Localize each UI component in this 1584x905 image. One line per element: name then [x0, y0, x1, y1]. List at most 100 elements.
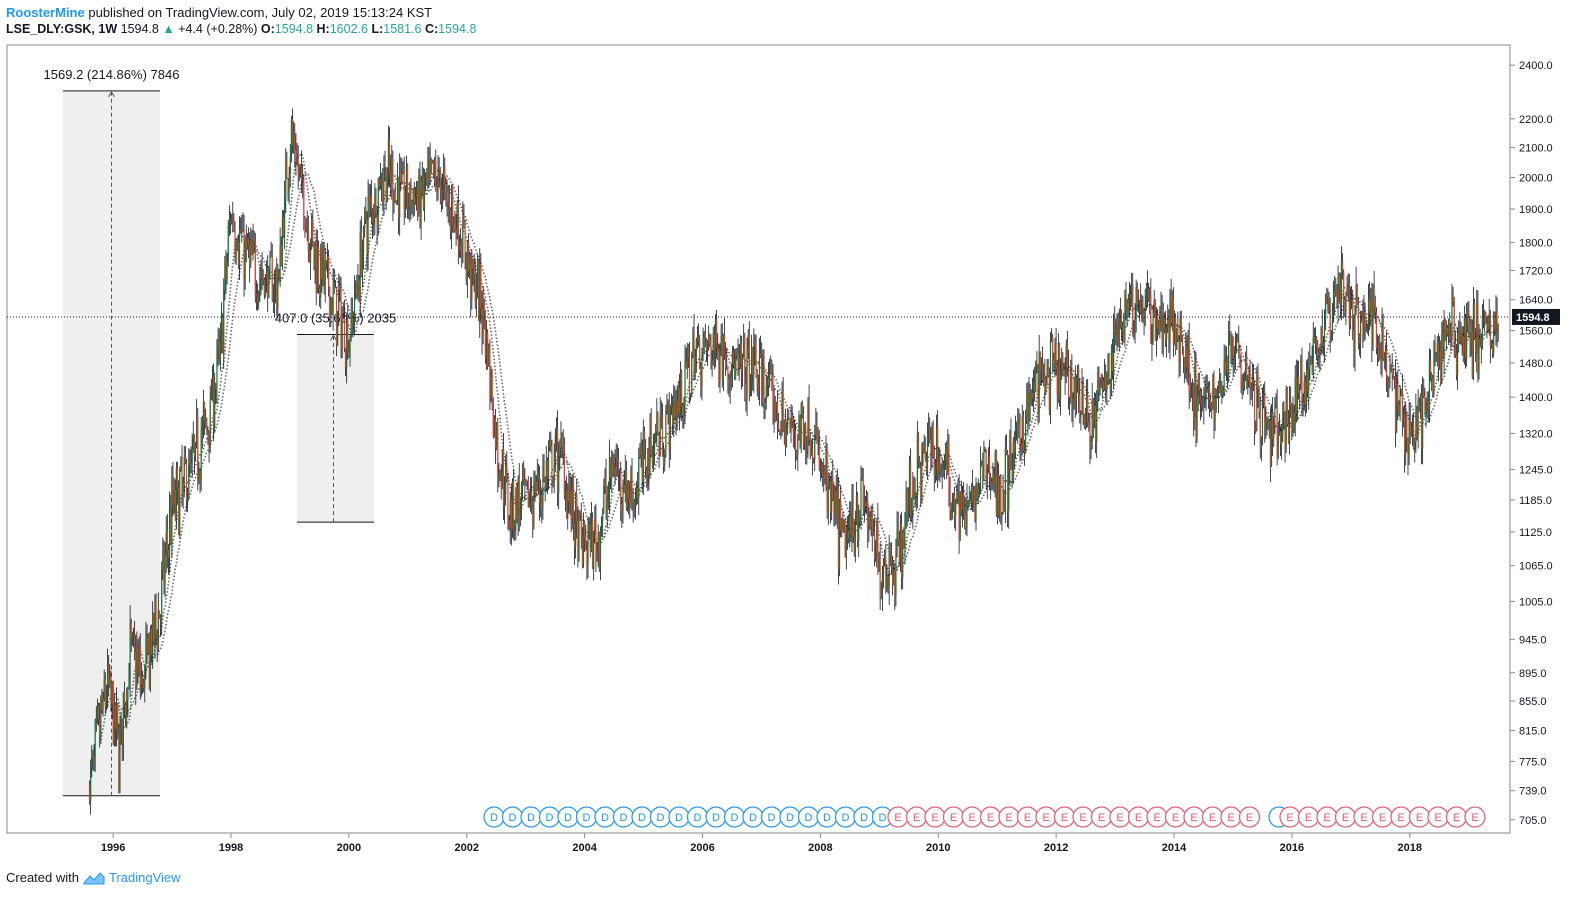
dividend-marker[interactable]: D: [760, 806, 783, 828]
earnings-marker[interactable]: E: [1427, 806, 1449, 828]
svg-text:D: D: [583, 812, 591, 824]
candle-body: [228, 222, 230, 226]
candle-body: [476, 260, 479, 291]
dividend-marker[interactable]: D: [797, 806, 820, 828]
dividend-marker[interactable]: D: [575, 806, 598, 828]
tradingview-brand[interactable]: TradingView: [108, 870, 181, 885]
candle-body: [1220, 387, 1222, 393]
svg-text:D: D: [842, 812, 850, 824]
candle-body: [970, 486, 973, 501]
candle-body: [403, 170, 405, 209]
earnings-marker[interactable]: E: [1072, 806, 1094, 828]
candle-body: [1177, 327, 1179, 341]
earnings-marker[interactable]: E: [1183, 806, 1205, 828]
dividend-marker[interactable]: D: [742, 806, 764, 828]
candle-body: [309, 241, 312, 262]
earnings-marker[interactable]: E: [1464, 806, 1486, 828]
candle-body: [509, 500, 511, 528]
earnings-marker[interactable]: E: [1164, 806, 1187, 828]
candle-body: [1087, 395, 1089, 423]
candle-body: [528, 496, 530, 507]
candle-body: [949, 490, 951, 512]
dividend-marker[interactable]: D: [649, 806, 672, 828]
earnings-marker[interactable]: E: [961, 806, 983, 828]
candle-body: [929, 429, 931, 440]
candle-body: [840, 500, 842, 530]
earnings-marker[interactable]: E: [1238, 806, 1261, 828]
candle-body: [997, 474, 1000, 515]
candle-body: [145, 638, 147, 667]
dividend-marker[interactable]: D: [557, 806, 579, 828]
dividend-marker[interactable]: D: [538, 806, 561, 828]
earnings-marker[interactable]: E: [1090, 806, 1113, 828]
earnings-marker[interactable]: E: [1127, 806, 1150, 828]
candle-body: [1056, 368, 1058, 395]
dividend-marker[interactable]: D: [853, 806, 875, 828]
dividend-marker[interactable]: D: [723, 806, 746, 828]
candle-body: [282, 218, 285, 236]
dividend-marker[interactable]: D: [668, 806, 690, 828]
candle-body: [744, 335, 746, 384]
earnings-marker[interactable]: E: [1201, 806, 1224, 828]
candle-body: [832, 476, 834, 500]
candle-body: [1228, 332, 1230, 374]
candle-body: [201, 427, 203, 431]
candle-body: [529, 492, 532, 497]
svg-text:D: D: [823, 812, 831, 824]
earnings-marker[interactable]: E: [1353, 806, 1375, 828]
dividend-marker[interactable]: D: [483, 806, 505, 828]
earnings-marker[interactable]: E: [1146, 806, 1168, 828]
earnings-marker[interactable]: E: [1371, 806, 1394, 828]
author-link[interactable]: RoosterMine: [6, 5, 85, 20]
svg-text:D: D: [675, 812, 683, 824]
earnings-marker[interactable]: E: [1408, 806, 1431, 828]
candle-body: [1374, 306, 1376, 313]
earnings-marker[interactable]: E: [1297, 806, 1320, 828]
svg-text:D: D: [731, 812, 739, 824]
candle-body: [429, 158, 431, 181]
candle-body: [564, 491, 567, 496]
price-axis[interactable]: 2400.0 2200.0 2100.0 2000.0 1900.0 1800.0 1720…: [1510, 60, 1553, 827]
earnings-marker[interactable]: E: [998, 806, 1020, 828]
dividend-marker[interactable]: D: [816, 806, 838, 828]
candle-body: [219, 338, 221, 359]
candle-body: [1252, 379, 1255, 384]
earnings-marker[interactable]: E: [1035, 806, 1057, 828]
candle-body: [1120, 310, 1123, 328]
earnings-marker[interactable]: E: [905, 806, 928, 828]
earnings-marker[interactable]: E: [942, 806, 965, 828]
dividend-marker[interactable]: D: [834, 806, 857, 828]
candle-body: [212, 377, 215, 427]
dividend-marker[interactable]: D: [705, 806, 727, 828]
candle-body: [820, 462, 823, 469]
earnings-marker[interactable]: E: [1316, 806, 1338, 828]
candle-body: [694, 361, 696, 378]
dividend-marker[interactable]: D: [594, 806, 616, 828]
earnings-marker[interactable]: E: [1016, 806, 1039, 828]
candle-body: [535, 481, 537, 494]
svg-text:E: E: [1190, 812, 1197, 824]
dividend-marker[interactable]: D: [686, 806, 709, 828]
time-axis[interactable]: 1996 1998 2000 2002 2004 2006 2008 2010 2012 2014…: [101, 833, 1422, 854]
earnings-marker[interactable]: E: [1109, 806, 1131, 828]
candle-body: [738, 358, 740, 368]
earnings-marker[interactable]: E: [1279, 806, 1301, 828]
candle-body: [841, 519, 843, 530]
earnings-marker[interactable]: E: [1220, 806, 1242, 828]
earnings-marker[interactable]: E: [1053, 806, 1076, 828]
earnings-marker[interactable]: E: [1445, 806, 1468, 828]
earnings-marker[interactable]: E: [887, 806, 909, 828]
dividend-marker[interactable]: D: [612, 806, 635, 828]
candle-body: [1246, 354, 1248, 387]
dividend-marker[interactable]: D: [501, 806, 524, 828]
dividend-marker[interactable]: D: [520, 806, 542, 828]
candle-body: [383, 166, 385, 203]
candle-body: [687, 345, 690, 358]
dividend-marker[interactable]: D: [631, 806, 653, 828]
earnings-marker[interactable]: E: [1390, 806, 1412, 828]
earnings-marker[interactable]: E: [979, 806, 1002, 828]
dividend-marker[interactable]: D: [779, 806, 801, 828]
earnings-marker[interactable]: E: [1334, 806, 1357, 828]
earnings-marker[interactable]: E: [924, 806, 946, 828]
